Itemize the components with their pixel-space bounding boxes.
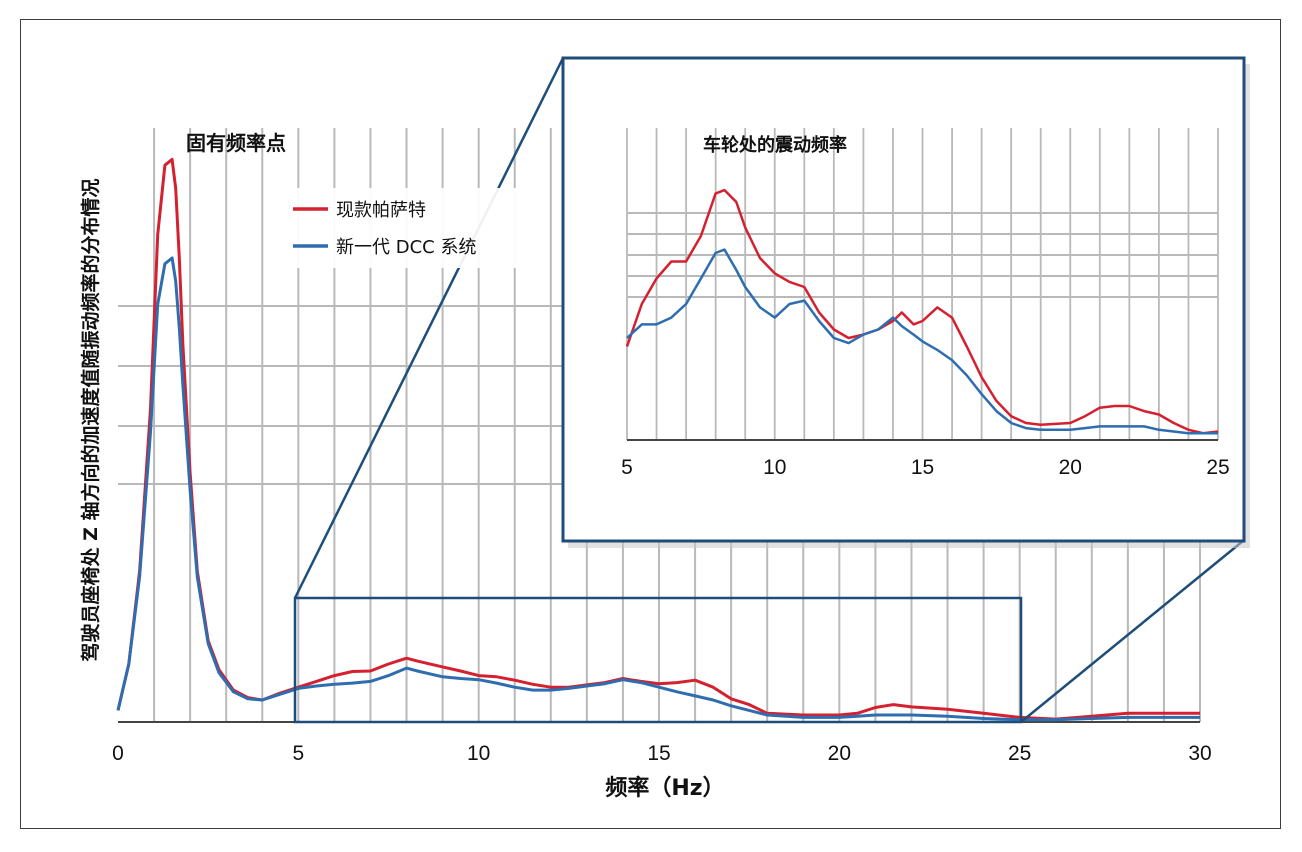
zoom-connector-right — [1020, 540, 1244, 723]
inset-x-tick-label: 5 — [621, 456, 633, 479]
x-axis-label: 频率（Hz） — [605, 775, 724, 801]
zoom-region-box — [293, 596, 1023, 724]
main-x-tick-label: 30 — [1188, 742, 1211, 765]
inset-x-ticks: 5 10 15 20 25 — [621, 456, 1230, 479]
inset-panel — [561, 56, 1246, 543]
inset-x-tick-label: 15 — [911, 456, 934, 479]
inset-series — [625, 188, 1219, 435]
inset-x-tick-label: 25 — [1206, 456, 1229, 479]
legend-label-dcc: 新一代 DCC 系统 — [336, 237, 476, 258]
main-x-tick-label: 0 — [112, 742, 124, 765]
inset-series-line-current — [625, 188, 1219, 435]
legend: 现款帕萨特 新一代 DCC 系统 — [286, 188, 534, 268]
series-line-current — [116, 157, 1200, 721]
main-x-ticks: 0 5 10 15 20 25 30 — [112, 742, 1212, 765]
zoom-connector-left — [293, 57, 565, 599]
inset-title: 车轮处的震动频率 — [703, 134, 847, 156]
y-axis-label: 驾驶员座椅处 Z 轴方向的加速度值随振动频率的分布情况 — [79, 178, 102, 661]
main-x-tick-label: 10 — [467, 742, 490, 765]
inset-x-tick-label: 20 — [1059, 456, 1082, 479]
main-x-tick-label: 20 — [828, 742, 851, 765]
main-series — [116, 157, 1200, 722]
inset-grid — [626, 128, 1219, 441]
natural-frequency-annotation: 固有频率点 — [186, 131, 286, 155]
legend-label-current: 现款帕萨特 — [336, 200, 426, 221]
main-x-tick-label: 5 — [292, 742, 304, 765]
inset-series-line-dcc — [626, 248, 1218, 435]
series-line-dcc — [116, 256, 1200, 722]
inset-x-tick-label: 10 — [763, 456, 786, 479]
main-x-tick-label: 15 — [647, 742, 670, 765]
main-x-tick-label: 25 — [1008, 742, 1031, 765]
legend-box — [286, 188, 534, 268]
